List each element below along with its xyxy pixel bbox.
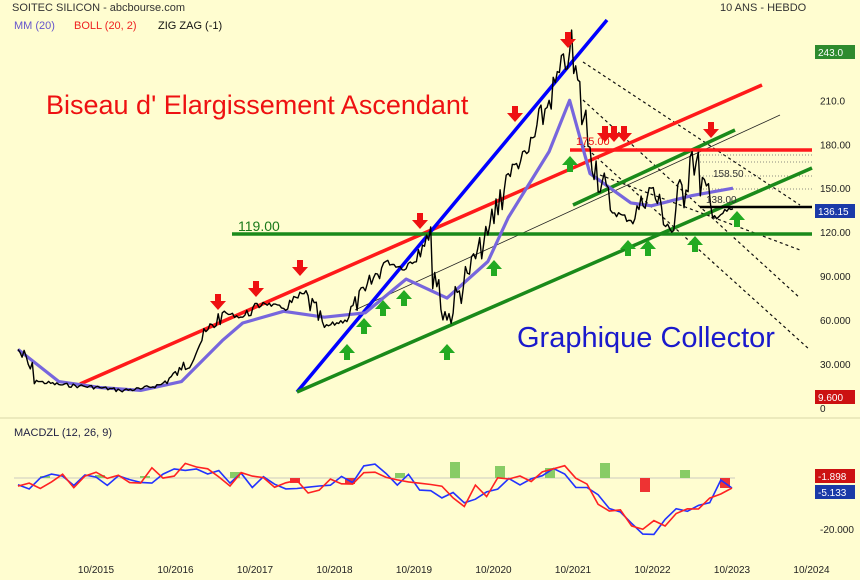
buy-arrow-icon <box>562 156 578 172</box>
macd-histogram-bar <box>230 472 240 478</box>
x-tick-label: 10/2023 <box>714 565 751 576</box>
buy-arrow-icon <box>396 290 412 306</box>
collector-title: Graphique Collector <box>517 322 775 354</box>
macd-title: MACDZL (12, 26, 9) <box>14 427 113 439</box>
buy-arrow-icon <box>687 236 703 252</box>
legend-mm: MM (20) <box>14 20 55 32</box>
high-value-label-box <box>815 45 855 59</box>
buy-arrow-icon <box>640 240 656 256</box>
thin-trend-line <box>354 114 781 311</box>
legend-boll: BOLL (20, 2) <box>74 20 137 32</box>
buy-arrow-icon <box>339 344 355 360</box>
macd-line <box>17 462 733 531</box>
sell-arrow-icon <box>248 281 264 297</box>
sell-arrow-icon <box>597 126 613 142</box>
sell-arrow-icon <box>412 213 428 229</box>
sell-arrow-icon <box>606 126 622 142</box>
y-tick-label: 180.00 <box>820 140 851 151</box>
buy-arrow-icon <box>375 300 391 316</box>
sell-arrow-icon <box>703 122 719 138</box>
support-level-label: 119.00 <box>238 218 280 234</box>
x-tick-label: 10/2022 <box>634 565 671 576</box>
sell-arrow-icon <box>507 106 523 122</box>
x-tick-label: 10/2024 <box>793 565 830 576</box>
downtrend-channel-line <box>582 61 801 206</box>
signal-line <box>17 463 733 536</box>
chart-period: 10 ANS - HEBDO <box>720 2 807 14</box>
buy-arrow-icon <box>620 240 636 256</box>
high-value-label: 243.0 <box>818 48 843 59</box>
low-value-label-box <box>815 390 855 404</box>
sell-arrow-icon <box>560 32 576 48</box>
buy-arrow-icon <box>439 344 455 360</box>
buy-arrow-icon <box>729 211 745 227</box>
x-tick-label: 10/2020 <box>475 565 512 576</box>
y-tick-label: 90.000 <box>820 272 851 283</box>
macd-value-label: -1.898 <box>818 472 847 483</box>
sell-arrow-icon <box>616 126 632 142</box>
x-tick-label: 10/2015 <box>78 565 115 576</box>
y-tick-label: 210.0 <box>820 96 845 107</box>
macd-histogram-bar <box>395 473 405 478</box>
x-tick-label: 10/2017 <box>237 565 274 576</box>
chart-title: SOITEC SILICON - abcbourse.com <box>12 2 185 14</box>
buy-arrow-icon <box>356 318 372 334</box>
y-tick-label: 150.00 <box>820 184 851 195</box>
signal-value-label-box <box>815 485 855 499</box>
green-support-trendline <box>296 166 813 394</box>
x-tick-label: 10/2019 <box>396 565 433 576</box>
y-tick-label: 30.000 <box>820 360 851 371</box>
macd-y-tick: -20.000 <box>820 525 854 536</box>
macd-histogram-bar <box>600 463 610 478</box>
y-tick-label: 0 <box>820 404 826 415</box>
y-tick-label: 60.000 <box>820 316 851 327</box>
price-line <box>17 29 734 393</box>
signal-value-label: -5.133 <box>818 488 847 499</box>
low-value-label: 9.600 <box>818 393 843 404</box>
last-value-label-box <box>815 204 855 218</box>
legend-zigzag: ZIG ZAG (-1) <box>158 20 223 32</box>
macd-histogram-bar <box>450 462 460 478</box>
x-tick-label: 10/2018 <box>316 565 353 576</box>
last-value-label: 136.15 <box>818 207 849 218</box>
sell-arrow-icon <box>292 260 308 276</box>
mid-level-label: 138.00 <box>706 195 737 206</box>
sell-arrow-icon <box>210 294 226 310</box>
pattern-title: Biseau d' Elargissement Ascendant <box>46 90 469 120</box>
resistance-level-label: 175.00 <box>576 136 610 148</box>
x-tick-label: 10/2016 <box>157 565 194 576</box>
y-tick-label: 120.00 <box>820 228 851 239</box>
macd-histogram-bar <box>545 468 555 478</box>
macd-histogram-bar <box>680 470 690 478</box>
macd-histogram-bar <box>495 466 505 478</box>
macd-histogram-bar <box>95 475 105 478</box>
macd-histogram-bar <box>640 478 650 492</box>
macd-value-label-box <box>815 469 855 483</box>
x-tick-label: 10/2021 <box>555 565 592 576</box>
buy-arrow-icon <box>486 260 502 276</box>
fib-level-label: 158.50 <box>713 169 744 180</box>
